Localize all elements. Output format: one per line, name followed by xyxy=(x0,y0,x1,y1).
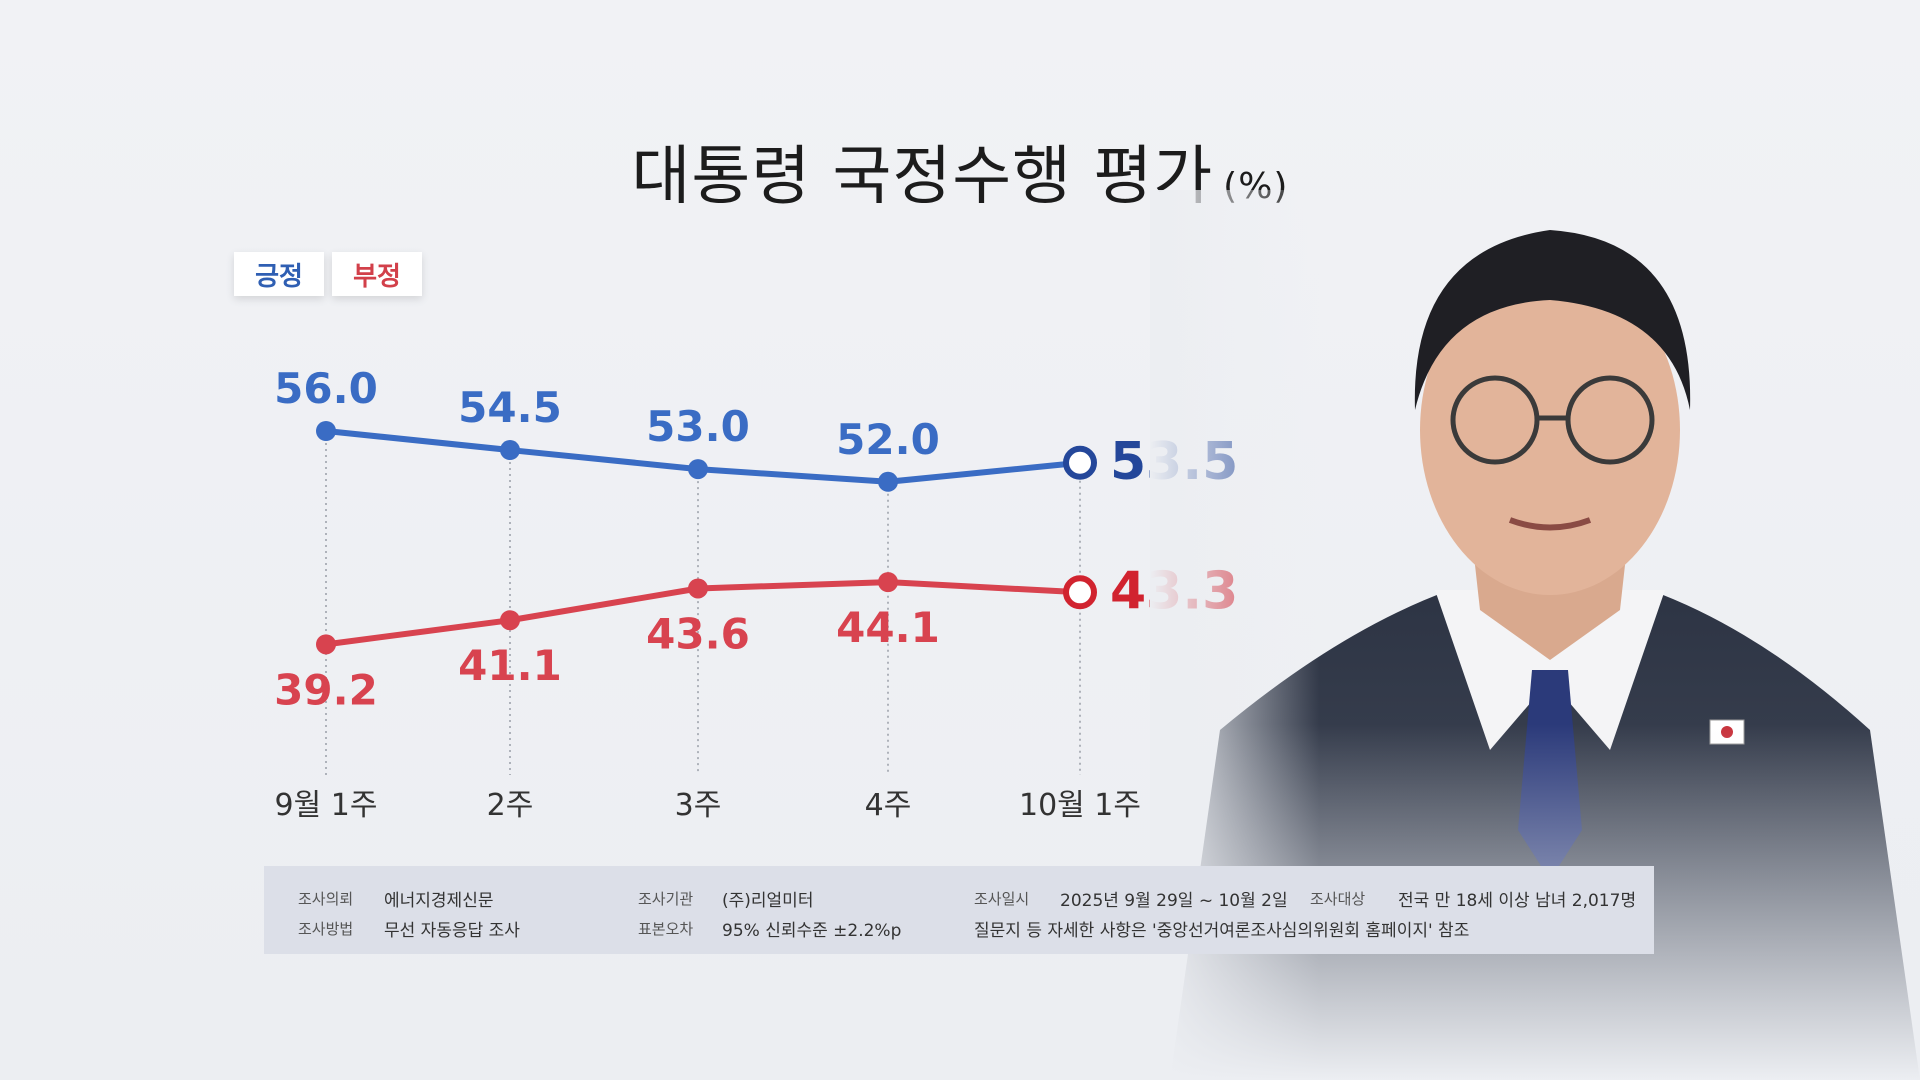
point-0-3 xyxy=(878,471,898,492)
x-tick-label-3: 4주 xyxy=(865,788,912,823)
survey-agency-label: 조사기관 xyxy=(638,890,694,908)
survey-target: 전국 만 18세 이상 남녀 2,017명 xyxy=(1398,891,1637,911)
point-0-0 xyxy=(316,421,336,441)
point-1-2 xyxy=(688,578,708,599)
survey-target-label: 조사대상 xyxy=(1310,890,1366,908)
survey-client: 에너지경제신문 xyxy=(384,891,494,911)
point-0-1 xyxy=(500,440,520,461)
chart-title: 대통령 국정수행 평가 (%) xyxy=(0,125,1920,217)
title-text: 대통령 국정수행 평가 xyxy=(631,140,1214,214)
survey-error: 95% 신뢰수준 ±2.2%p xyxy=(722,921,902,941)
survey-method-label: 조사방법 xyxy=(298,920,354,938)
data-label-0-0: 56.0 xyxy=(274,364,378,413)
point-1-3 xyxy=(878,572,898,593)
data-label-1-0: 39.2 xyxy=(274,665,378,714)
survey-error-label: 표본오차 xyxy=(638,920,694,938)
x-tick-label-0: 9월 1주 xyxy=(275,788,378,823)
legend-negative: 부정 xyxy=(332,252,422,296)
legend-positive: 긍정 xyxy=(234,252,324,296)
data-label-1-2: 43.6 xyxy=(646,609,750,658)
survey-date-label: 조사일시 xyxy=(974,890,1030,908)
survey-agency: (주)리얼미터 xyxy=(722,891,814,911)
point-0-4 xyxy=(1063,445,1097,480)
x-tick-label-1: 2주 xyxy=(487,788,534,823)
data-label-0-1: 54.5 xyxy=(458,383,562,432)
data-label-0-2: 53.0 xyxy=(646,402,750,451)
survey-note: 질문지 등 자세한 사항은 '중앙선거여론조사심의위원회 홈페이지' 참조 xyxy=(974,921,1470,941)
survey-date: 2025년 9월 29일 ~ 10월 2일 xyxy=(1060,891,1288,911)
point-1-4 xyxy=(1063,575,1097,610)
x-tick-label-2: 3주 xyxy=(675,788,722,823)
data-label-1-3: 44.1 xyxy=(836,603,940,652)
data-label-1-1: 41.1 xyxy=(458,641,562,690)
point-1-0 xyxy=(316,634,336,655)
survey-info: 조사의뢰 에너지경제신문 조사방법 무선 자동응답 조사 조사기관 (주)리얼미… xyxy=(264,866,1654,954)
legend: 긍정 부정 xyxy=(234,252,422,296)
survey-client-label: 조사의뢰 xyxy=(298,890,354,908)
point-1-1 xyxy=(500,610,520,631)
data-label-0-3: 52.0 xyxy=(836,415,940,464)
x-tick-label-4: 10월 1주 xyxy=(1019,788,1141,823)
survey-method: 무선 자동응답 조사 xyxy=(384,921,520,941)
point-0-2 xyxy=(688,459,708,480)
